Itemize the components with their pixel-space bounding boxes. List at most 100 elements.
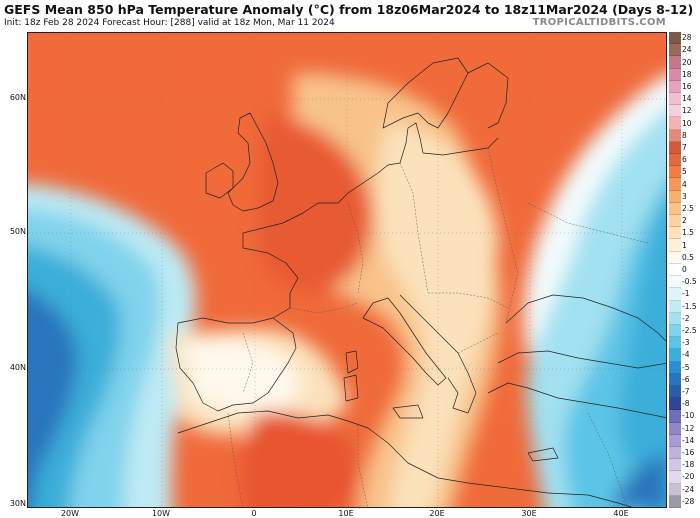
france-lowlands-coast bbox=[242, 162, 401, 319]
north-africa-warm-core bbox=[241, 412, 359, 507]
colorbar-label: 1 bbox=[682, 240, 687, 250]
lon-label-40e: 40E bbox=[613, 509, 629, 518]
colorbar-label: 12 bbox=[682, 106, 692, 116]
crete-coast bbox=[527, 447, 559, 462]
lon-label-10w: 10W bbox=[151, 509, 171, 518]
colorbar-swatch bbox=[669, 93, 681, 106]
colorbar-swatch bbox=[669, 56, 681, 69]
colorbar-swatch bbox=[669, 361, 681, 374]
colorbar-label: -8 bbox=[682, 399, 690, 409]
colorbar-swatch bbox=[669, 44, 681, 57]
colorbar-swatch bbox=[669, 190, 681, 203]
north-africa-coast bbox=[177, 410, 633, 507]
great-britain-coast bbox=[227, 112, 279, 212]
colorbar-label: 2 bbox=[682, 216, 687, 226]
balkans-neutral bbox=[376, 123, 498, 507]
colorbar-swatch bbox=[669, 471, 681, 484]
ireland-coast bbox=[205, 162, 234, 199]
colorbar-label: -14 bbox=[682, 435, 695, 445]
lon-label-20w: 20W bbox=[60, 509, 80, 518]
lat-label-40n: 40N bbox=[9, 363, 26, 372]
colorbar-swatch bbox=[669, 141, 681, 155]
lon-label-30e: 30E bbox=[521, 509, 537, 518]
colorbar-swatch bbox=[669, 483, 681, 496]
colorbar-label: -10 bbox=[682, 411, 695, 421]
iberia-coast bbox=[175, 317, 297, 412]
colorbar-swatch bbox=[669, 373, 681, 386]
lon-label-0: 0 bbox=[251, 509, 257, 518]
colorbar-label: 3 bbox=[682, 191, 687, 201]
colorbar-swatch bbox=[669, 263, 681, 277]
colorbar-label: 20 bbox=[682, 57, 692, 67]
brand-watermark: TROPICALTIDBITS.COM bbox=[532, 17, 666, 28]
colorbar-label: -24 bbox=[682, 484, 695, 494]
denmark-coast bbox=[399, 122, 424, 164]
colorbar-swatch bbox=[669, 154, 681, 167]
colorbar-swatch bbox=[669, 324, 681, 338]
colorbar-label: 4 bbox=[682, 179, 687, 189]
colorbar-swatch bbox=[669, 410, 681, 423]
colorbar-swatch bbox=[669, 337, 681, 350]
anomaly-field bbox=[28, 73, 666, 507]
border-middle-east bbox=[587, 412, 628, 507]
coastlines bbox=[175, 57, 666, 507]
colorbar-label: -2 bbox=[682, 313, 690, 323]
colorbar-label: -1 bbox=[682, 289, 690, 299]
colorbar-swatch bbox=[669, 251, 681, 264]
border-spain-portugal bbox=[242, 332, 254, 394]
france-warm-core bbox=[258, 113, 373, 293]
colorbar-label: -20 bbox=[682, 472, 695, 482]
colorbar-label: 18 bbox=[682, 69, 692, 79]
colorbar-swatch bbox=[669, 459, 681, 472]
colorbar-swatch bbox=[669, 276, 681, 289]
colorbar-label: -3 bbox=[682, 338, 690, 348]
colorbar-swatch bbox=[669, 398, 681, 411]
border-germany-poland bbox=[399, 162, 429, 294]
colorbar-label: 6 bbox=[682, 155, 687, 165]
colorbar-label: 8 bbox=[682, 130, 687, 140]
colorbar-label: -28 bbox=[682, 496, 695, 506]
black-sea-north-coast bbox=[505, 294, 666, 342]
colorbar-swatch bbox=[669, 385, 681, 399]
border-austria-hungary bbox=[428, 292, 509, 309]
atlantic-cool-deep bbox=[28, 290, 78, 507]
black-sea-south-coast bbox=[497, 350, 666, 369]
forecast-info: Init: 18z Feb 28 2024 Forecast Hour: [28… bbox=[4, 18, 335, 28]
country-borders bbox=[227, 147, 649, 507]
colorbar-label: -7 bbox=[682, 387, 690, 397]
map-canvas bbox=[28, 33, 666, 507]
lat-label-60n: 60N bbox=[9, 93, 26, 102]
colorbar-label: 10 bbox=[682, 118, 692, 128]
colorbar-swatch bbox=[669, 239, 681, 252]
page-title: GEFS Mean 850 hPa Temperature Anomaly (°… bbox=[4, 2, 694, 17]
colorbar-swatch bbox=[669, 434, 681, 447]
colorbar-label: -0.5 bbox=[682, 277, 697, 287]
colorbar-swatch bbox=[669, 178, 681, 191]
colorbar-label: -6 bbox=[682, 374, 690, 384]
scandinavia-coast bbox=[382, 57, 469, 129]
colorbar-label: 1.5 bbox=[682, 228, 694, 238]
corsica-coast bbox=[345, 350, 359, 374]
colorbar-swatch bbox=[669, 129, 681, 142]
colorbar-label: 0 bbox=[682, 265, 687, 274]
colorbar-swatch bbox=[669, 215, 681, 228]
lon-label-20e: 20E bbox=[429, 509, 445, 518]
colorbar-label: 2.5 bbox=[682, 203, 694, 213]
italy-coast bbox=[362, 297, 447, 386]
colorbar-swatch bbox=[669, 422, 681, 435]
anatolia-south-coast bbox=[487, 382, 666, 418]
east-cool-core bbox=[619, 197, 666, 507]
colorbar-label: 16 bbox=[682, 81, 692, 91]
colorbar-swatch bbox=[669, 349, 681, 362]
colorbar-label: 5 bbox=[682, 167, 687, 177]
border-ukraine-russia bbox=[527, 202, 649, 244]
iberia-near-zero bbox=[183, 340, 301, 412]
graticule bbox=[28, 33, 666, 507]
colorbar-swatch bbox=[669, 312, 681, 325]
baltic-coast bbox=[422, 137, 499, 156]
colorbar-label: -2.5 bbox=[682, 326, 697, 336]
colorbar-swatch bbox=[669, 105, 681, 118]
colorbar-swatch bbox=[669, 117, 681, 130]
colorbar-swatch bbox=[669, 227, 681, 240]
colorbar-label: -5 bbox=[682, 362, 690, 372]
